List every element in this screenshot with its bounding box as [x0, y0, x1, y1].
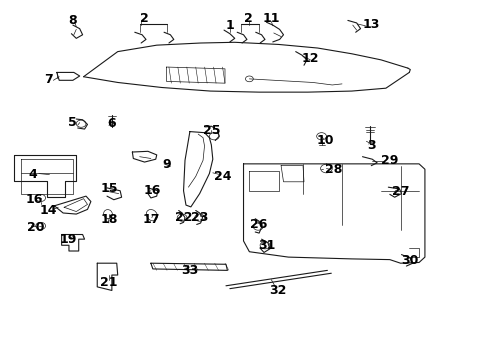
Text: 23: 23 — [190, 211, 208, 224]
Text: 33: 33 — [181, 264, 198, 277]
Text: 12: 12 — [301, 51, 319, 64]
Text: 17: 17 — [142, 213, 159, 226]
Text: 31: 31 — [257, 239, 275, 252]
Text: 15: 15 — [100, 183, 118, 195]
Text: 11: 11 — [262, 12, 280, 25]
Text: 20: 20 — [27, 221, 44, 234]
Text: 24: 24 — [213, 170, 231, 183]
Text: 28: 28 — [324, 163, 341, 176]
Text: 6: 6 — [107, 117, 116, 130]
Text: 13: 13 — [362, 18, 379, 31]
Text: 22: 22 — [174, 211, 192, 224]
Text: 2: 2 — [140, 12, 149, 25]
Text: 16: 16 — [143, 184, 160, 197]
Text: 2: 2 — [244, 12, 252, 25]
Text: 3: 3 — [366, 139, 375, 152]
Text: 14: 14 — [40, 204, 57, 217]
Text: 4: 4 — [28, 168, 37, 181]
Text: 8: 8 — [68, 14, 77, 27]
Text: 27: 27 — [391, 185, 408, 198]
Text: 21: 21 — [100, 276, 118, 289]
Text: 26: 26 — [250, 218, 267, 231]
Text: 30: 30 — [401, 254, 418, 267]
Text: 19: 19 — [59, 233, 77, 246]
Text: 25: 25 — [202, 124, 220, 137]
Text: 7: 7 — [44, 73, 53, 86]
Text: 9: 9 — [162, 158, 170, 171]
Text: 5: 5 — [68, 116, 77, 129]
Text: 29: 29 — [380, 154, 398, 167]
Text: 1: 1 — [225, 19, 234, 32]
Text: 10: 10 — [316, 134, 333, 147]
Text: 32: 32 — [268, 284, 286, 297]
Text: 18: 18 — [100, 213, 118, 226]
Text: 16: 16 — [25, 193, 42, 206]
